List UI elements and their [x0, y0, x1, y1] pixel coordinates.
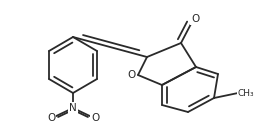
Text: N: N	[69, 103, 77, 113]
Text: O: O	[91, 113, 99, 123]
Text: O: O	[128, 70, 136, 80]
Text: CH₃: CH₃	[238, 89, 254, 97]
Text: O: O	[191, 14, 199, 24]
Text: O: O	[47, 113, 55, 123]
